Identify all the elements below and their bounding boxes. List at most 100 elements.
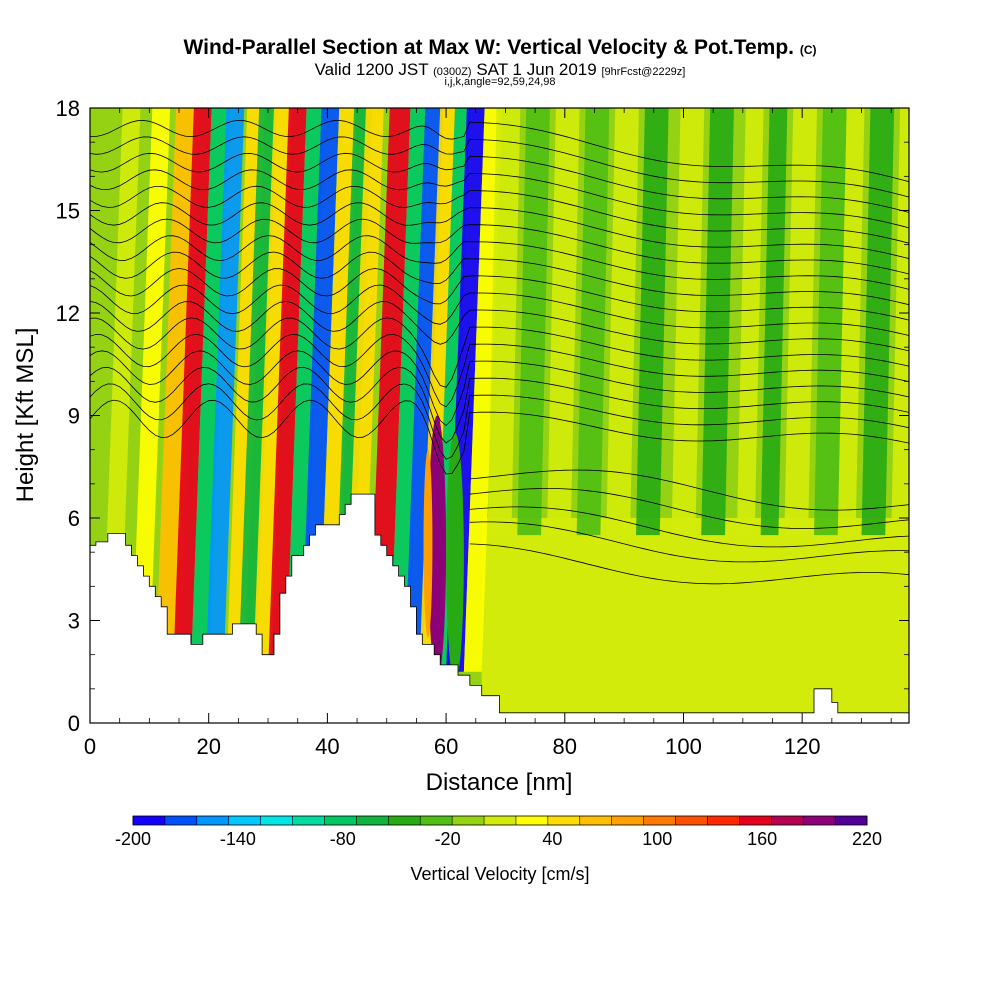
colorbar-swatch — [739, 816, 772, 825]
colorbar-swatch — [228, 816, 262, 825]
colorbar-swatch — [675, 816, 708, 825]
velocity-band — [760, 108, 788, 536]
theta-contour — [90, 185, 909, 244]
colorbar-label: -140 — [220, 829, 256, 849]
velocity-band — [636, 108, 669, 536]
colorbar-swatch — [707, 816, 740, 825]
terrain — [90, 493, 909, 723]
velocity-band — [368, 108, 411, 672]
velocity-band — [861, 108, 895, 536]
theta-contour — [90, 300, 909, 352]
colorbar-swatch — [388, 816, 421, 825]
colorbar-label: 100 — [642, 829, 672, 849]
y-tick-label: 0 — [68, 711, 80, 736]
valid-zulu: (0300Z) — [433, 66, 472, 78]
valid-time-line: Valid 1200 JST (0300Z) SAT 1 Jun 2019 [9… — [0, 60, 1000, 80]
theta-contours — [90, 119, 909, 585]
velocity-band — [285, 108, 325, 672]
colorbar-swatch — [771, 816, 804, 825]
colorbar-label: -200 — [115, 829, 151, 849]
velocity-band — [606, 108, 639, 536]
colorbar-swatch — [803, 816, 836, 825]
x-tick-label: 120 — [784, 734, 821, 759]
velocity-band — [268, 108, 307, 672]
colorbar-swatch — [579, 816, 613, 825]
velocity-band — [671, 108, 705, 536]
velocity-band — [546, 108, 580, 536]
colorbar-swatch — [643, 816, 677, 825]
colorbar-swatch — [420, 816, 453, 825]
section-indices: i,j,k,angle=92,59,24,98 — [444, 76, 556, 88]
y-tick-label: 12 — [56, 301, 80, 326]
x-tick-label: 80 — [553, 734, 577, 759]
colorbar-swatch — [356, 816, 389, 825]
velocity-band — [173, 108, 212, 672]
velocity-band — [487, 108, 521, 536]
colorbar-title: Vertical Velocity [cm/s] — [410, 864, 589, 884]
title-text: Wind-Parallel Section at Max W: Vertical… — [183, 36, 794, 59]
theta-contour — [90, 235, 909, 290]
colorbar-label: 160 — [747, 829, 777, 849]
colorbar-swatch — [484, 816, 517, 825]
updraft-core — [428, 415, 447, 679]
colorbar-label: -80 — [330, 829, 356, 849]
x-tick-label: 60 — [434, 734, 458, 759]
colorbar-swatch — [452, 816, 485, 825]
theta-contour — [90, 251, 909, 306]
theta-contour — [90, 317, 909, 388]
updraft-core — [423, 449, 433, 638]
theta-contour — [90, 119, 909, 183]
theta-contour — [90, 333, 909, 408]
valid-date: SAT 1 Jun 2019 — [476, 60, 597, 79]
colorbar-swatch — [133, 816, 166, 825]
velocity-band — [891, 108, 909, 536]
theta-contour-low — [469, 469, 909, 511]
x-tick-label: 100 — [665, 734, 702, 759]
valid-prefix: Valid 1200 JST — [314, 60, 429, 79]
colorbar-label: 220 — [852, 829, 882, 849]
colorbar-swatch — [515, 816, 549, 825]
updraft-core — [446, 432, 464, 682]
x-tick-label: 0 — [84, 734, 96, 759]
theta-contour — [90, 268, 909, 321]
theta-contour — [90, 218, 909, 275]
colorbar: -200 -140 -80 -20 40 100 160 220 — [115, 815, 882, 849]
velocity-band — [463, 108, 503, 672]
colorbar-swatch — [292, 816, 325, 825]
forecast-info: [9hrFcst@2229z] — [601, 66, 686, 78]
velocity-band — [784, 108, 818, 536]
y-tick-label: 15 — [56, 199, 80, 224]
velocity-field — [90, 108, 909, 723]
velocity-band — [205, 108, 245, 672]
velocity-band — [814, 108, 847, 536]
colorbar-swatch — [835, 816, 868, 825]
velocity-band — [101, 108, 141, 672]
theta-contour — [90, 383, 909, 460]
y-tick-label: 3 — [68, 609, 80, 634]
terrain-surface — [90, 493, 909, 723]
y-tick-label: 18 — [56, 96, 80, 121]
y-axis-title: Height [Kft MSL] — [12, 328, 39, 503]
theta-contour — [90, 152, 909, 213]
chart-title: Wind-Parallel Section at Max W: Vertical… — [0, 36, 1000, 60]
title-mark: (C) — [799, 43, 817, 57]
x-axis-title: Distance [nm] — [426, 769, 573, 796]
theta-contour — [90, 366, 909, 444]
velocity-band — [190, 108, 230, 672]
velocity-band — [389, 108, 429, 672]
colorbar-swatch — [260, 816, 294, 825]
velocity-band — [404, 108, 444, 672]
colorbar-swatch — [196, 816, 230, 825]
theta-contour — [90, 136, 909, 198]
colorbar-swatch — [164, 816, 198, 825]
colorbar-swatch — [324, 816, 357, 825]
y-tick-label: 6 — [68, 506, 80, 531]
theta-contour — [90, 350, 909, 427]
theta-contour-low — [469, 543, 909, 585]
colorbar-label: 40 — [542, 829, 562, 849]
x-tick-label: 20 — [196, 734, 220, 759]
y-tick-label: 9 — [68, 404, 80, 429]
axes: 0 20 40 60 80 100 120 0 3 6 9 12 15 18 — [56, 96, 909, 759]
velocity-band — [238, 108, 277, 672]
